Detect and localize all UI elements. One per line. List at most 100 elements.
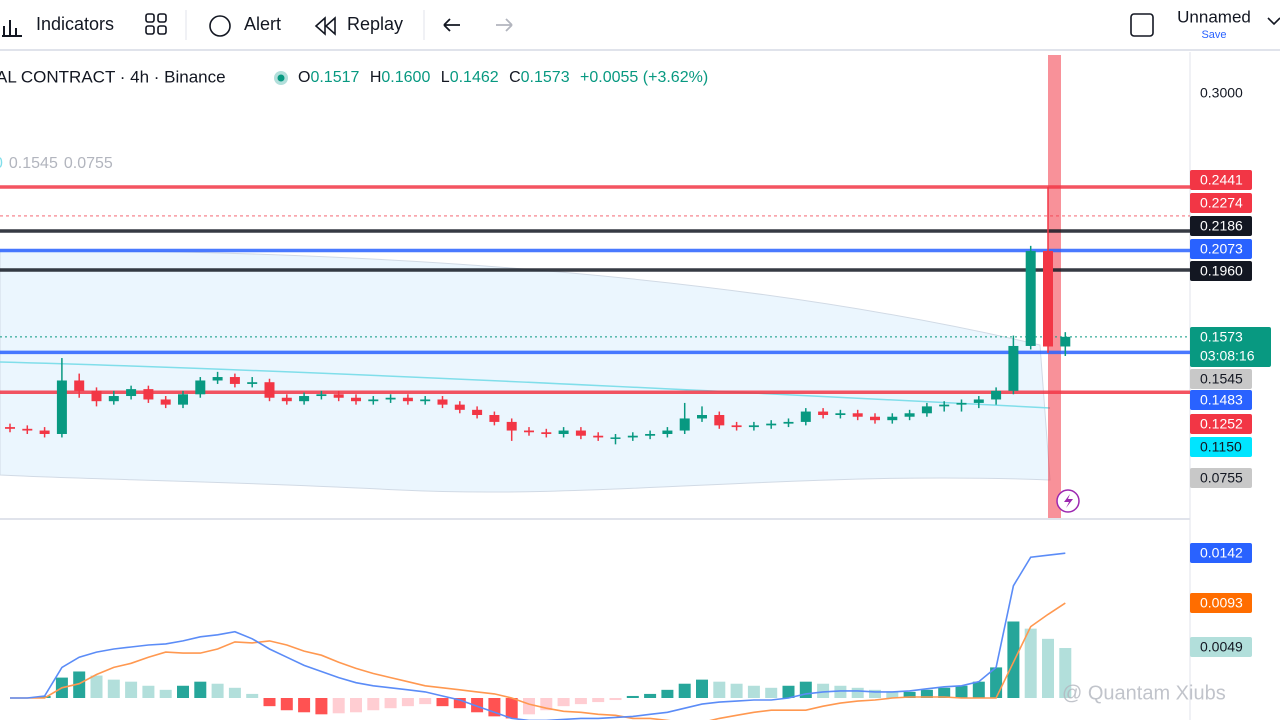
replay-icon[interactable] [314,16,336,36]
histogram-bar [384,698,397,709]
candle-body [195,380,206,395]
macd-label-bg [1190,593,1252,613]
histogram-bar [107,679,120,698]
undo-button[interactable] [443,18,460,32]
histogram-bar [851,687,864,698]
candle-body [645,433,656,436]
candle-body [662,430,673,434]
histogram-bar [713,681,726,698]
candle-body [385,397,396,400]
histogram-bar [574,698,587,705]
candles [5,187,1071,445]
histogram-bar [211,683,224,698]
histogram-bar [419,698,432,705]
last-price-bg [1190,327,1271,367]
ohlc-key: C [509,69,521,86]
price-label: 0.1960 [1200,263,1243,279]
price-label: 0.1483 [1200,392,1243,408]
histogram-bar [350,698,362,713]
bb-marker: 0 [0,155,3,172]
layout-name[interactable]: Unnamed [1177,7,1251,26]
price-label: 0.1252 [1200,416,1243,432]
macd-label-bg [1190,543,1252,563]
price-scale: 0.3000 0.2441 0.2274 0.2186 0.2073 0.1960 0.15… [1190,85,1271,657]
templates-icon[interactable] [145,13,167,35]
candle-body [714,415,725,426]
ohlc-key: H [370,69,382,86]
candle-body [956,402,967,405]
price-label-bg [1190,261,1252,281]
indicators-icon[interactable] [2,20,22,37]
price-label-bg [1190,369,1252,389]
bb-value: 0.0755 [64,155,113,172]
candle-body [818,411,829,416]
macd-label: 0.0049 [1200,639,1243,655]
price-label: 0.2274 [1200,195,1243,211]
legend: AL CONTRACT · 4h · Binance O0.1517 H0.16… [0,67,708,172]
ohlc-value: 0.1462 [450,69,499,86]
alert-icon[interactable] [209,15,231,37]
histogram-bar [436,698,449,707]
candle-body [22,428,33,431]
last-price-label: 0.1573 [1200,329,1243,345]
symbol-title: AL CONTRACT · 4h · Binance [0,67,226,86]
histogram-bar [1024,628,1037,698]
candle-body [748,425,759,428]
candle-body [524,430,534,433]
candle-body [126,389,137,397]
histogram-bar [557,698,570,707]
ohlc-change: +0.0055 (+3.62%) [580,69,708,86]
histogram-bar [471,698,484,713]
price-label: 0.3000 [1200,85,1243,101]
candle-body [402,397,413,402]
replay-button[interactable]: Replay [347,14,403,34]
histogram-bar [730,683,743,698]
price-label: 0.2441 [1200,172,1243,188]
candle-body [783,421,794,424]
histogram-bar [90,675,103,698]
candle-body [697,415,707,419]
alert-button[interactable]: Alert [244,14,281,34]
layout-checkbox[interactable] [1130,13,1154,37]
redo-button[interactable] [496,18,513,32]
price-label-bg [1190,390,1252,410]
candle-body [212,377,223,381]
histogram-bar [938,687,951,698]
histogram-bar [1059,648,1072,698]
layout-menu[interactable] [1267,17,1280,26]
price-label: 0.1545 [1200,371,1243,387]
candle-body [1025,251,1036,346]
bb-value: 0.1545 [9,155,58,172]
candle-body [5,427,15,429]
candle-body [472,409,483,416]
histogram-bar [990,667,1003,698]
candle-body [679,418,690,431]
histogram-bar [315,698,328,715]
bollinger-basis [0,361,1051,409]
histogram-bar [401,698,414,707]
candle-body [178,394,188,405]
candle-body [991,390,1002,400]
candle-body [921,406,932,414]
histogram-bar [280,698,293,711]
candle-body [420,399,431,402]
candle-body [143,389,154,400]
price-label-bg [1190,239,1252,259]
price-label: 0.1150 [1200,439,1242,455]
indicators-button[interactable]: Indicators [36,14,114,34]
histogram-bar [367,698,380,711]
candle-body [558,430,569,434]
price-label-bg [1190,170,1252,190]
candle-body [91,390,102,402]
histogram-bar [626,695,639,698]
save-button[interactable]: Save [1201,29,1226,41]
histogram-bar [817,683,830,698]
candle-body [351,397,361,402]
histogram-bar [1042,638,1054,698]
candle-body [1043,251,1053,347]
macd-label: 0.0142 [1200,545,1243,561]
candle-body [800,411,811,422]
histogram-bar [523,698,535,715]
histogram-bar [782,685,795,698]
